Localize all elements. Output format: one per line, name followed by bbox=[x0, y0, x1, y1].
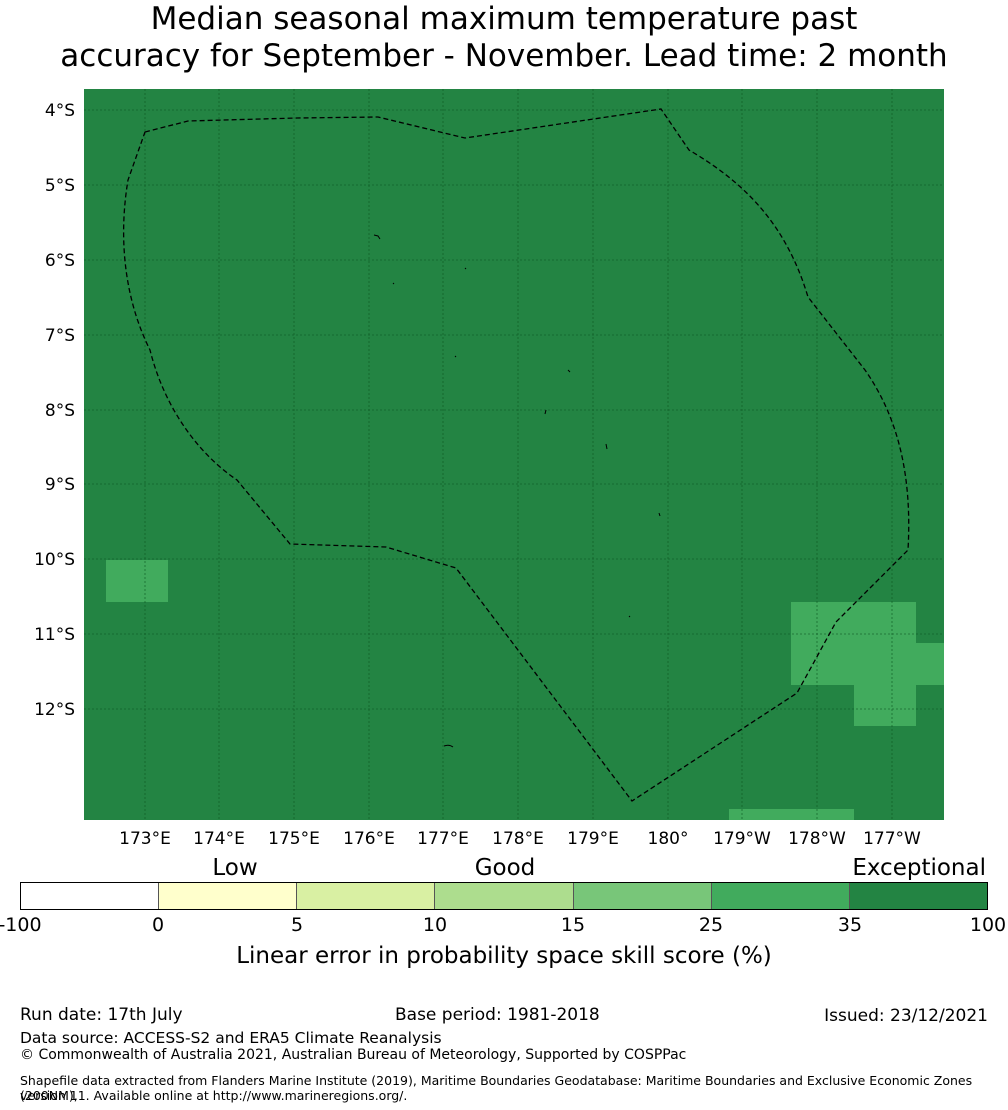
skill-patch-south bbox=[729, 809, 854, 820]
colorbar-category-good: Good bbox=[474, 855, 536, 881]
lon-label: 175°E bbox=[268, 829, 320, 849]
base-period: Base period: 1981-2018 bbox=[395, 1005, 600, 1025]
lat-label: 6°S bbox=[45, 251, 75, 271]
lon-label: 176°E bbox=[343, 829, 395, 849]
map-title-line-2: accuracy for September - November. Lead … bbox=[60, 38, 948, 74]
islands bbox=[373, 234, 661, 748]
colorbar-tick: 0 bbox=[151, 914, 165, 936]
colorbar-segment bbox=[573, 883, 712, 909]
lat-label: 4°S bbox=[45, 101, 75, 121]
colorbar-category-low: Low bbox=[212, 855, 258, 881]
colorbar-tick: 35 bbox=[837, 914, 863, 936]
skill-patch-west bbox=[106, 560, 168, 602]
lon-label: 177°E bbox=[417, 829, 469, 849]
colorbar-tick: 15 bbox=[560, 914, 586, 936]
shapefile-credit-line-1: Shapefile data extracted from Flanders M… bbox=[20, 1073, 973, 1103]
map-background bbox=[84, 89, 944, 820]
data-source: Data source: ACCESS-S2 and ERA5 Climate … bbox=[20, 1029, 442, 1047]
colorbar-tick: 25 bbox=[698, 914, 724, 936]
colorbar-segment bbox=[711, 883, 850, 909]
colorbar-segment bbox=[297, 883, 436, 909]
colorbar-segment bbox=[849, 883, 987, 909]
lat-label: 11°S bbox=[34, 625, 75, 645]
lon-label: 173°E bbox=[119, 829, 171, 849]
colorbar-segment bbox=[435, 883, 574, 909]
map-figure: 4°S 5°S 6°S 7°S 8°S 9°S 10°S 11°S 12°S 1… bbox=[34, 89, 944, 849]
lon-label: 178°E bbox=[492, 829, 544, 849]
colorbar-tick: 10 bbox=[422, 914, 448, 936]
colorbar-tick: 100 bbox=[969, 914, 1007, 936]
colorbar-label: Linear error in probability space skill … bbox=[236, 943, 772, 969]
shapefile-credit-line-2: version 11. Available online at http://w… bbox=[20, 1088, 408, 1103]
lat-label: 9°S bbox=[45, 475, 75, 495]
lat-label: 5°S bbox=[45, 176, 75, 196]
colorbar-segment bbox=[21, 883, 160, 909]
lon-label: 179°W bbox=[713, 829, 771, 849]
lat-label: 7°S bbox=[45, 326, 75, 346]
copyright-notice: © Commonwealth of Australia 2021, Austra… bbox=[20, 1047, 687, 1063]
issued-date: Issued: 23/12/2021 bbox=[824, 1006, 988, 1026]
colorbar-tick: -100 bbox=[0, 914, 42, 936]
lon-label: 177°W bbox=[863, 829, 921, 849]
run-date: Run date: 17th July bbox=[20, 1005, 183, 1025]
lon-label: 178°W bbox=[788, 829, 846, 849]
lat-label: 8°S bbox=[45, 401, 75, 421]
colorbar-tick: 5 bbox=[290, 914, 304, 936]
map-title-line-1: Median seasonal maximum temperature past bbox=[150, 1, 858, 37]
gridlines bbox=[84, 89, 944, 820]
lat-label: 10°S bbox=[34, 550, 75, 570]
lat-label: 12°S bbox=[34, 700, 75, 720]
lon-label: 174°E bbox=[193, 829, 245, 849]
lon-label: 180° bbox=[648, 829, 689, 849]
colorbar-category-exceptional: Exceptional bbox=[852, 855, 986, 881]
colorbar-segment bbox=[159, 883, 298, 909]
colorbar bbox=[20, 882, 988, 910]
lon-label: 179°E bbox=[567, 829, 619, 849]
